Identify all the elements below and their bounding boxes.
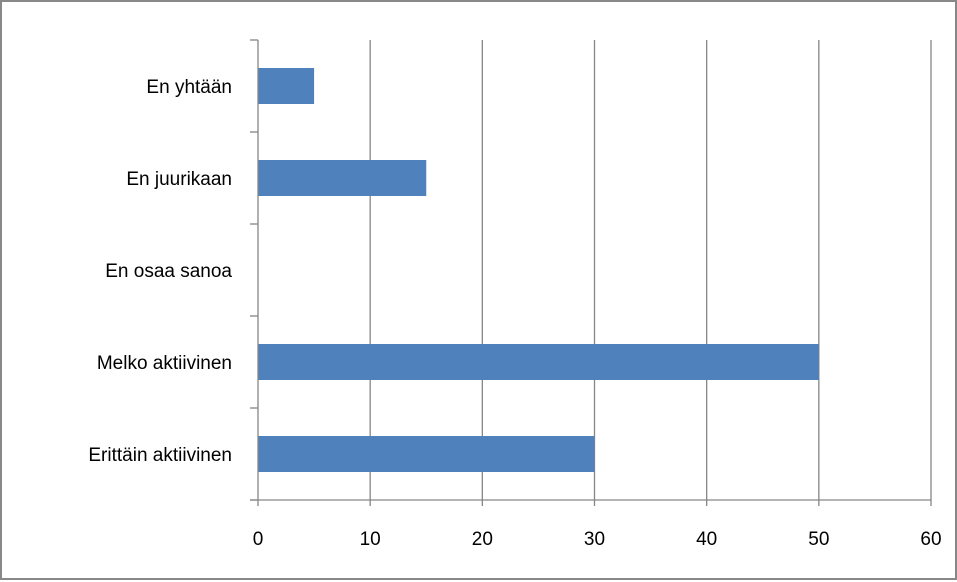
x-tick-label: 60 <box>920 529 941 550</box>
category-label: En juurikaan <box>126 169 232 190</box>
x-tick-label: 30 <box>584 529 605 550</box>
category-label: En osaa sanoa <box>105 261 232 282</box>
bar <box>258 344 819 380</box>
category-label: En yhtään <box>146 77 232 98</box>
bar <box>258 160 427 196</box>
bar <box>258 436 595 472</box>
grid-lines <box>369 40 932 500</box>
x-tick-label: 40 <box>696 529 717 550</box>
x-tick-label: 50 <box>808 529 829 550</box>
bar <box>258 68 315 104</box>
axes <box>250 39 932 506</box>
category-label: Melko aktiivinen <box>97 353 232 374</box>
x-tick-label: 20 <box>472 529 493 550</box>
x-tick-label: 10 <box>360 529 381 550</box>
x-tick-label: 0 <box>253 529 264 550</box>
bars <box>258 68 819 472</box>
category-label: Erittäin aktiivinen <box>88 445 232 466</box>
labels: 0 10 20 30 40 50 60 Erittäin aktiivinen Melko ak… <box>88 77 941 550</box>
